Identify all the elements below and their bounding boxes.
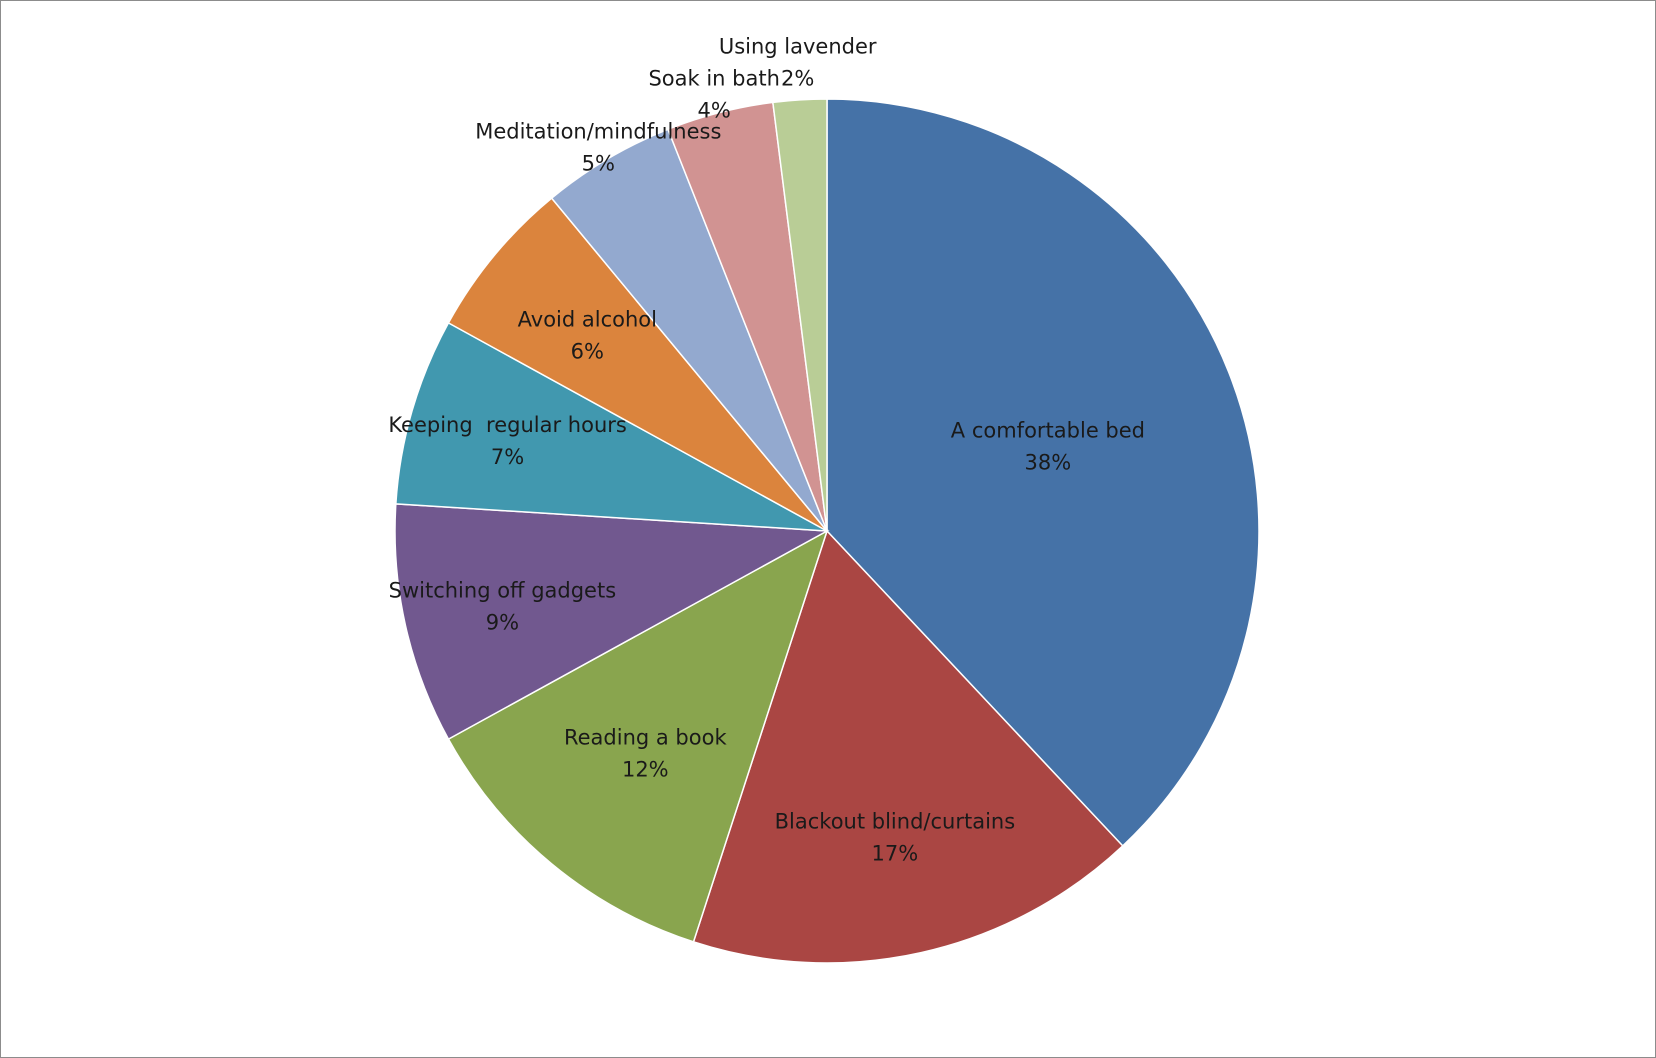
pie-slice-4 (394, 503, 830, 741)
slice-label-8: Soak in bath (648, 67, 779, 91)
pie-slice-2 (692, 529, 1124, 964)
slice-label-2: Blackout blind/curtains (775, 810, 1016, 834)
slice-label-1: A comfortable bed (951, 419, 1145, 443)
slice-value-5: 7% (491, 445, 524, 469)
slice-value-7: 5% (582, 151, 615, 175)
pie-labels: A comfortable bed 38% Blackout blind/curta… (388, 34, 1145, 865)
slice-value-2: 17% (872, 842, 919, 866)
slice-value-8: 4% (698, 99, 731, 123)
pie-slice-1 (826, 98, 1260, 847)
slice-value-9: 2% (781, 66, 814, 90)
slice-label-9: Using lavender (719, 34, 877, 58)
slice-value-1: 38% (1025, 451, 1072, 475)
pie-slice-9 (772, 98, 828, 532)
slice-label-7: Meditation/mindfulness (475, 119, 721, 143)
slice-value-4: 9% (486, 611, 519, 635)
slice-value-3: 12% (622, 758, 669, 782)
slice-label-3: Reading a book (564, 726, 727, 750)
slice-value-6: 6% (571, 340, 604, 364)
slice-label-4: Switching off gadgets (389, 579, 617, 603)
pie-slice-6 (447, 197, 828, 532)
pie-slice-5 (395, 321, 828, 532)
pie-slices (394, 98, 1260, 964)
pie-slice-3 (447, 529, 829, 943)
slice-label-5: Keeping regular hours (388, 413, 627, 437)
slice-label-6: Avoid alcohol (518, 308, 657, 332)
